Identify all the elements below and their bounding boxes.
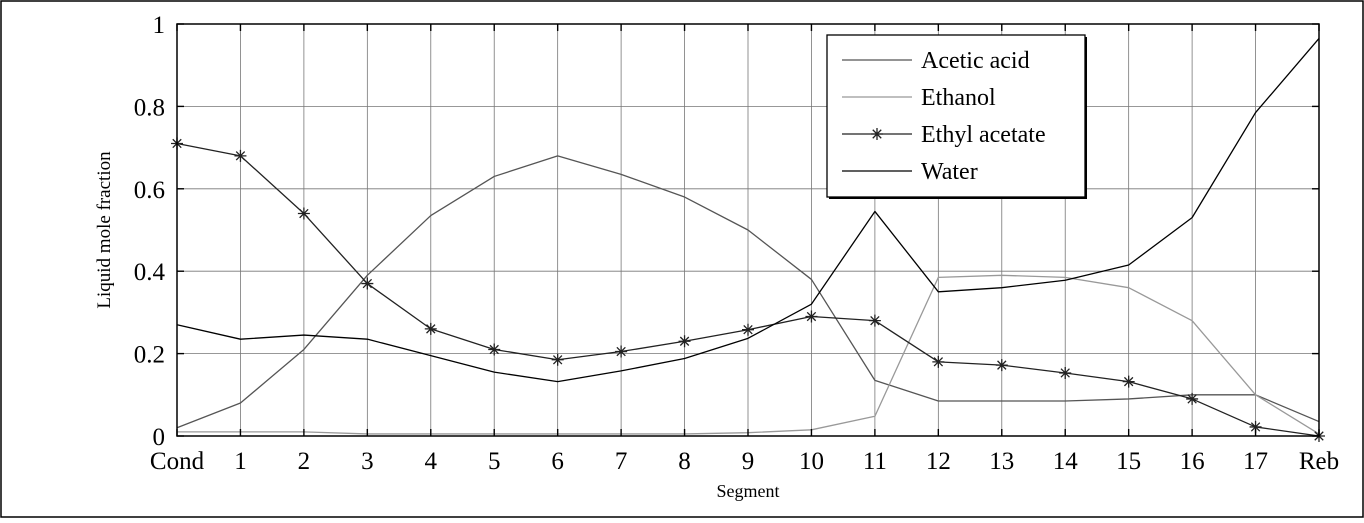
- series-line: [176, 37, 1320, 383]
- x-tick-label: 9: [742, 448, 755, 475]
- y-axis-title: Liquid mole fraction: [94, 151, 115, 309]
- y-tick-label: 1: [153, 12, 166, 39]
- legend-label: Ethanol: [921, 85, 996, 111]
- data-point: [1186, 392, 1199, 405]
- x-tick-label: 8: [678, 448, 691, 475]
- data-point: [234, 149, 247, 162]
- x-axis-title: Segment: [717, 481, 780, 501]
- x-tick-label: 14: [1053, 448, 1079, 475]
- data-point: [742, 323, 754, 336]
- y-tick-label: 0.8: [134, 94, 165, 121]
- x-tick-label: 10: [799, 448, 824, 475]
- x-tick-label: 5: [488, 448, 501, 475]
- y-tick-label: 0: [153, 424, 166, 451]
- data-point: [678, 335, 691, 348]
- legend-item: Acetic acid: [842, 48, 1030, 74]
- x-tick-label: Reb: [1299, 448, 1339, 475]
- data-point: [551, 353, 564, 366]
- y-tick-label: 0.4: [134, 259, 166, 286]
- x-tick-label: 3: [361, 448, 374, 475]
- series-line: [176, 155, 1320, 429]
- legend-label: Water: [921, 159, 978, 185]
- data-point: [868, 314, 881, 327]
- x-tick-label: 17: [1243, 448, 1268, 475]
- x-tick-label: 12: [926, 448, 951, 475]
- legend-marker: [871, 128, 883, 140]
- y-tick-label: 0.6: [134, 177, 165, 204]
- series-acetic-acid: [176, 155, 1320, 429]
- legend-item: Water: [842, 159, 978, 185]
- data-point: [995, 359, 1008, 372]
- data-point: [1122, 375, 1135, 388]
- x-tick-label: Cond: [150, 448, 205, 475]
- data-point: [805, 310, 818, 323]
- x-tick-label: 1: [234, 448, 247, 475]
- axis-ticks: Cond 1 2 3 4 5 6 7 8 9 10 11 12 13 14 15 16 17 Reb00.20.40…: [134, 12, 1339, 475]
- x-tick-label: 16: [1180, 448, 1205, 475]
- data-point: [932, 355, 945, 368]
- series-lines: [171, 37, 1325, 442]
- legend-item: Ethanol: [842, 85, 996, 111]
- data-point: [488, 343, 501, 356]
- legend-box: [826, 34, 1086, 198]
- x-tick-label: 6: [551, 448, 564, 475]
- x-tick-label: 13: [989, 448, 1014, 475]
- x-tick-label: 2: [298, 448, 311, 475]
- series-water: [176, 37, 1320, 383]
- data-point: [1059, 366, 1072, 379]
- data-point: [615, 345, 628, 358]
- data-point: [297, 207, 310, 220]
- x-tick-label: 7: [615, 448, 628, 475]
- legend-label: Ethyl acetate: [921, 122, 1046, 148]
- legend-label: Acetic acid: [921, 48, 1030, 74]
- x-tick-label: 15: [1116, 448, 1141, 475]
- x-tick-label: 11: [863, 448, 887, 475]
- data-point: [424, 322, 437, 335]
- x-tick-label: 4: [425, 448, 438, 475]
- legend-item: Ethyl acetate: [842, 122, 1046, 148]
- legend: Acetic acid Ethanol Ethyl acetate Water: [826, 34, 1087, 199]
- data-point: [361, 277, 374, 290]
- y-tick-label: 0.2: [134, 342, 165, 369]
- data-point: [1249, 420, 1262, 433]
